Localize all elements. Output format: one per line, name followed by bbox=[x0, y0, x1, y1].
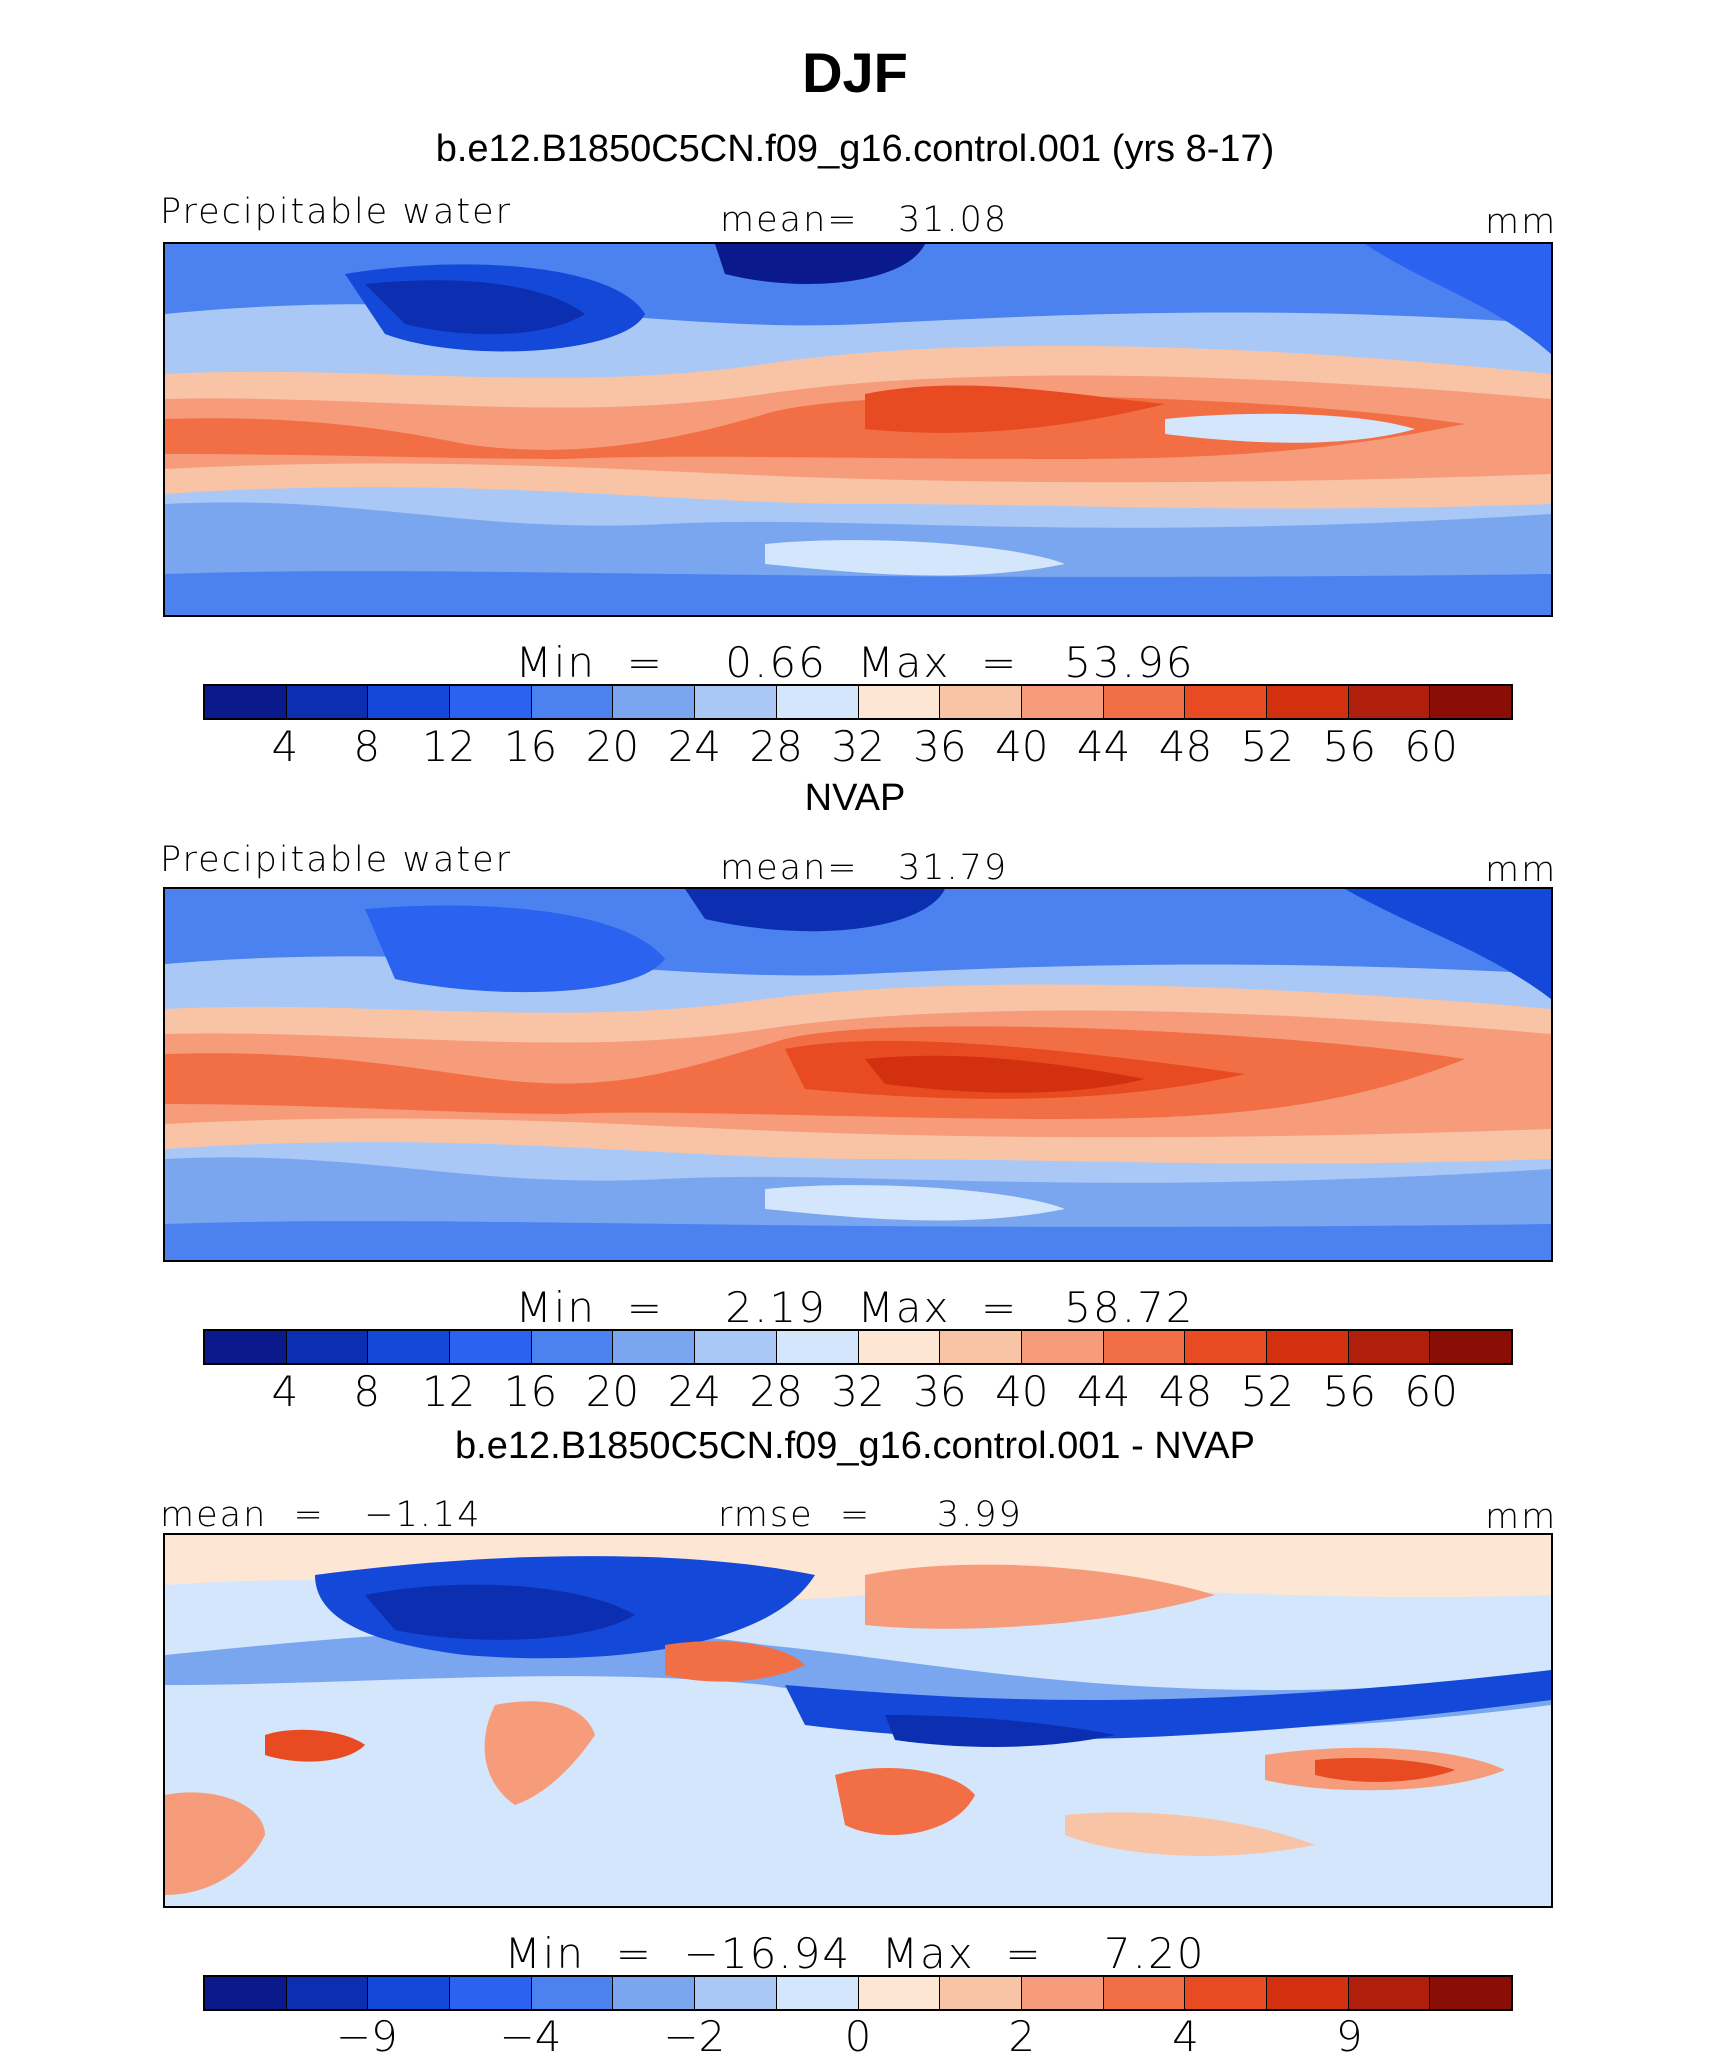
panel-1-colorbar bbox=[203, 684, 1513, 720]
colorbar-tick: 36 bbox=[913, 722, 967, 771]
panel-1-variable-label: Precipitable water bbox=[160, 192, 513, 232]
panel-2-units-label: mm bbox=[1485, 850, 1558, 890]
colorbar-tick: 56 bbox=[1322, 722, 1377, 771]
panel-2-colorbar-ticks: 4 8 12 16 20 24 28 32 36 40 44 48 52 56 … bbox=[203, 1367, 1513, 1417]
colorbar-tick: 32 bbox=[831, 722, 885, 771]
panel-3-map-field bbox=[165, 1535, 1551, 1906]
colorbar-tick: 48 bbox=[1158, 1367, 1213, 1416]
colorbar-tick: 12 bbox=[421, 1367, 476, 1416]
colorbar-tick: 28 bbox=[749, 722, 803, 771]
colorbar-tick: 52 bbox=[1240, 722, 1295, 771]
panel-1-minmax: Min = 0.66 Max = 53.96 bbox=[515, 638, 1195, 687]
figure-title: DJF bbox=[802, 41, 908, 104]
colorbar-tick: 16 bbox=[503, 1367, 558, 1416]
panel-1-map-field bbox=[165, 244, 1551, 615]
colorbar-tick: 20 bbox=[585, 722, 640, 771]
panel-2-colorbar bbox=[203, 1329, 1513, 1365]
panel-1-colorbar-ticks: 4 8 12 16 20 24 28 32 36 40 44 48 52 56 … bbox=[203, 722, 1513, 772]
colorbar-tick: 40 bbox=[995, 722, 1049, 771]
panel-1-title: b.e12.B1850C5CN.f09_g16.control.001 (yrs… bbox=[435, 128, 1275, 170]
panel-2-minmax: Min = 2.19 Max = 58.72 bbox=[515, 1283, 1195, 1332]
panel-3-minmax: Min = −16.94 Max = 7.20 bbox=[504, 1929, 1206, 1978]
colorbar-tick: 4 bbox=[271, 1367, 299, 1416]
colorbar-tick: 52 bbox=[1240, 1367, 1295, 1416]
colorbar-tick: 4 bbox=[1172, 2012, 1199, 2061]
colorbar-tick: 24 bbox=[667, 722, 722, 771]
colorbar-tick: 0 bbox=[844, 2012, 872, 2061]
colorbar-tick: 36 bbox=[913, 1367, 967, 1416]
panel-2-variable-label: Precipitable water bbox=[160, 840, 513, 880]
panel-3-title: b.e12.B1850C5CN.f09_g16.control.001 - NV… bbox=[455, 1425, 1255, 1467]
panel-2-mean-label: mean= 31.79 bbox=[720, 848, 1009, 888]
colorbar-tick: 44 bbox=[1076, 722, 1131, 771]
colorbar-tick: 24 bbox=[667, 1367, 722, 1416]
panel-3-rmse-label: rmse = 3.99 bbox=[718, 1495, 1023, 1535]
colorbar-tick: 56 bbox=[1322, 1367, 1377, 1416]
colorbar-tick: 16 bbox=[503, 722, 558, 771]
colorbar-tick: 8 bbox=[353, 722, 381, 771]
colorbar-tick: 8 bbox=[353, 1367, 381, 1416]
panel-2-map bbox=[163, 887, 1553, 1262]
panel-3-map bbox=[163, 1533, 1553, 1908]
panel-1-map bbox=[163, 242, 1553, 617]
colorbar-tick: 28 bbox=[749, 1367, 803, 1416]
colorbar-tick: 60 bbox=[1404, 722, 1458, 771]
colorbar-tick: 12 bbox=[421, 722, 476, 771]
colorbar-tick: 32 bbox=[831, 1367, 885, 1416]
panel-3-units-label: mm bbox=[1485, 1497, 1558, 1537]
colorbar-tick: 48 bbox=[1158, 722, 1213, 771]
colorbar-tick: −4 bbox=[499, 2012, 562, 2061]
panel-3-mean-label: mean = −1.14 bbox=[160, 1495, 482, 1535]
colorbar-tick: −2 bbox=[663, 2012, 726, 2061]
panel-3-colorbar bbox=[203, 1975, 1513, 2011]
panel-3-colorbar-ticks: −9 −4 −2 0 2 4 9 bbox=[203, 2012, 1513, 2062]
panel-1-units-label: mm bbox=[1485, 202, 1558, 242]
colorbar-tick: 40 bbox=[995, 1367, 1049, 1416]
colorbar-tick: 20 bbox=[585, 1367, 640, 1416]
panel-1-mean-label: mean= 31.08 bbox=[720, 200, 1009, 240]
colorbar-tick: 44 bbox=[1076, 1367, 1131, 1416]
colorbar-tick: 4 bbox=[271, 722, 299, 771]
colorbar-tick: 2 bbox=[1008, 2012, 1036, 2061]
panel-2-map-field bbox=[165, 889, 1551, 1260]
colorbar-tick: 9 bbox=[1335, 2012, 1363, 2061]
panel-2-title: NVAP bbox=[804, 777, 906, 819]
colorbar-tick: −9 bbox=[335, 2012, 398, 2061]
colorbar-tick: 60 bbox=[1404, 1367, 1458, 1416]
